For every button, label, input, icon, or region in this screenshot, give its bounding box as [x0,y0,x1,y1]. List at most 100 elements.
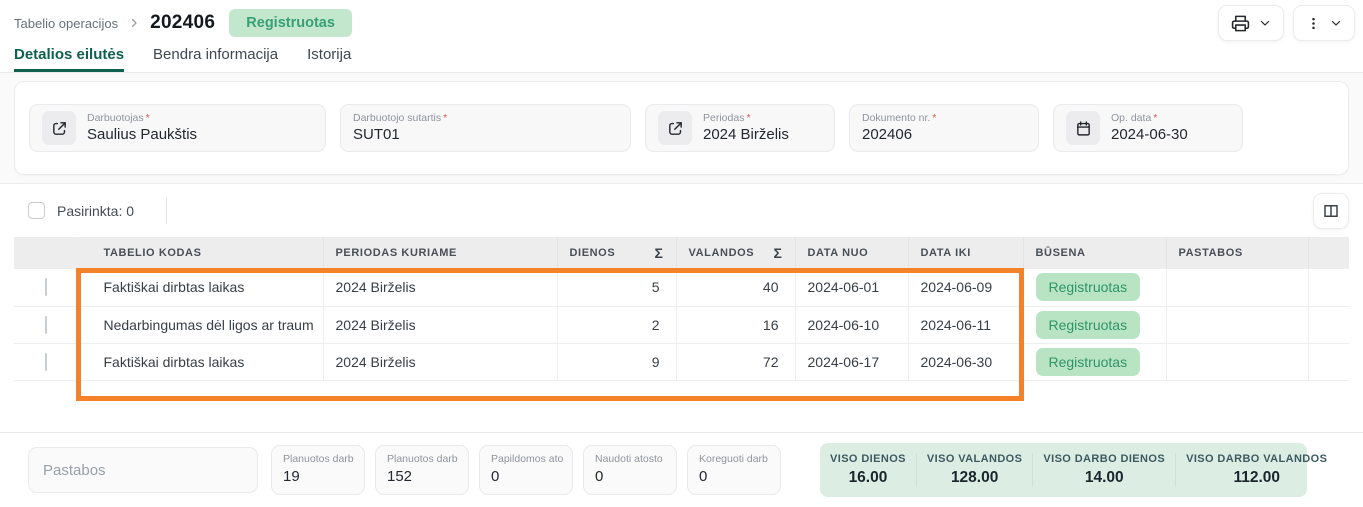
period-field[interactable]: Periodas * 2024 Birželis [645,104,835,152]
row-checkbox[interactable] [44,278,47,297]
document-number-field[interactable]: Dokumento nr. * 202406 [849,104,1039,152]
topbar: Tabelio operacijos 202406 Registruotas [0,0,1363,46]
form-strip: Darbuotojas * Saulius Paukštis Darbuotojo… [0,73,1363,183]
field-value: 202406 [862,125,913,143]
tab-detalios-eilutes[interactable]: Detalios eilutės [14,46,125,72]
column-header-busena[interactable]: BŪSENA [1023,237,1167,269]
field-value: Saulius Paukštis [87,125,198,143]
cell-valandos: 16 [676,306,796,344]
summary-fields: Planuotos darb 19 Planuotos darb 152 Pap… [271,445,781,495]
total-label: VISO VALANDOS [926,453,1023,465]
header-empty-cell [1308,237,1349,269]
column-header-dienos[interactable]: DIENOS Σ [557,237,677,269]
cell-pastabos [1166,306,1309,344]
planned-workdays-field[interactable]: Planuotos darb 19 [271,445,365,495]
calendar-icon[interactable] [1066,111,1100,145]
field-label: Koreguoti darb [699,453,768,465]
toolbar-divider [166,197,168,224]
chevron-right-icon [128,17,140,29]
cell-valandos: 40 [676,269,796,307]
breadcrumb[interactable]: Tabelio operacijos [14,15,119,31]
cell-dienos: 5 [557,269,677,307]
used-vacation-field[interactable]: Naudoti atosto 0 [583,445,677,495]
row-checkbox[interactable] [44,315,47,334]
selected-count-label: Pasirinkta: 0 [57,202,135,219]
field-label: Planuotos darb [283,453,354,465]
kebab-menu-icon [1306,16,1321,31]
total-viso-valandos: VISO VALANDOS 128.00 [915,453,1032,487]
more-actions-dropdown-button[interactable] [1293,5,1355,41]
footer: Planuotos darb 19 Planuotos darb 152 Pap… [0,433,1363,507]
required-marker: * [145,111,150,124]
cell-data-nuo: 2024-06-17 [795,343,909,381]
cell-pastabos [1166,269,1309,307]
cell-data-nuo: 2024-06-10 [795,306,909,344]
field-label: Naudoti atosto [595,453,663,465]
contract-field[interactable]: Darbuotojo sutartis * SUT01 [340,104,631,152]
chevron-down-icon [1259,17,1271,29]
cell-valandos: 72 [676,343,796,381]
required-marker: * [1153,111,1158,124]
total-value: 112.00 [1233,469,1280,486]
sum-icon[interactable]: Σ [654,245,664,261]
column-header-periodas-kuriame[interactable]: PERIODAS KURIAME [323,237,558,269]
field-label: Papildomos ato [491,453,564,465]
required-marker: * [443,111,448,124]
column-header-data-nuo[interactable]: DATA NUO [795,237,909,269]
employee-field[interactable]: Darbuotojas * Saulius Paukštis [29,104,326,152]
row-checkbox[interactable] [44,352,47,371]
field-value: SUT01 [353,125,400,143]
cell-tabelio-kodas: Nedarbingumas dėl ligos ar traum [78,306,324,344]
adjust-workdays-field[interactable]: Koreguoti darb 0 [687,445,781,495]
field-value: 0 [491,468,500,485]
cell-busena: Registruotas [1023,306,1167,344]
column-settings-button[interactable] [1313,192,1349,229]
external-link-icon[interactable] [42,111,76,145]
column-header-data-iki[interactable]: DATA IKI [908,237,1024,269]
total-value: 14.00 [1084,469,1124,486]
printer-icon [1231,14,1250,33]
field-value: 0 [595,468,604,485]
table-toolbar: Pasirinkta: 0 [0,184,1363,237]
field-value: 19 [283,468,300,485]
tab-istorija[interactable]: Istorija [307,46,352,63]
detail-lines-table: TABELIO KODAS PERIODAS KURIAME DIENOS Σ V… [14,237,1349,381]
field-label: Dokumento nr. [862,111,931,124]
field-label: Darbuotojo sutartis [353,111,442,124]
table-row[interactable]: Nedarbingumas dėl ligos ar traum 2024 Bi… [14,306,1349,344]
total-viso-darbo-dienos: VISO DARBO DIENOS 14.00 [1032,453,1175,487]
field-label: Periodas [703,111,745,124]
chevron-down-icon [1330,17,1342,29]
row-status-badge: Registruotas [1035,310,1141,339]
planned-workhours-field[interactable]: Planuotos darb 152 [375,445,469,495]
tab-bendra-informacija[interactable]: Bendra informacija [153,46,279,63]
field-value: 2024-06-30 [1111,125,1188,143]
total-viso-darbo-valandos: VISO DARBO VALANDOS 112.00 [1175,453,1337,487]
row-status-badge: Registruotas [1035,347,1141,376]
cell-data-iki: 2024-06-09 [908,269,1024,307]
field-value: 2024 Birželis [703,125,789,143]
table-row[interactable]: Faktiškai dirbtas laikas 2024 Birželis 9… [14,343,1349,381]
tab-bar: Detalios eilutės Bendra informacija Isto… [0,46,1363,73]
page-title: 202406 [150,12,216,33]
external-link-icon[interactable] [658,111,692,145]
print-dropdown-button[interactable] [1218,5,1284,41]
column-header-pastabos[interactable]: PASTABOS [1166,237,1309,269]
operation-date-field[interactable]: Op. data * 2024-06-30 [1053,104,1243,152]
cell-busena: Registruotas [1023,343,1167,381]
table-row[interactable]: Faktiškai dirbtas laikas 2024 Birželis 5… [14,269,1349,307]
required-marker: * [746,111,751,124]
column-header-valandos[interactable]: VALANDOS Σ [676,237,796,269]
select-all-checkbox[interactable] [28,202,45,219]
field-label: Darbuotojas [87,111,144,124]
totals-panel: VISO DIENOS 16.00 VISO VALANDOS 128.00 V… [820,443,1327,497]
required-marker: * [932,111,937,124]
column-header-tabelio-kodas[interactable]: TABELIO KODAS [78,237,324,269]
additional-vacation-field[interactable]: Papildomos ato 0 [479,445,573,495]
sum-icon[interactable]: Σ [773,245,783,261]
detail-lines-section: Pasirinkta: 0 TABELIO KODAS [0,183,1363,433]
cell-periodas: 2024 Birželis [323,306,558,344]
total-label: VISO DARBO DIENOS [1043,453,1166,465]
notes-input[interactable] [28,447,258,493]
